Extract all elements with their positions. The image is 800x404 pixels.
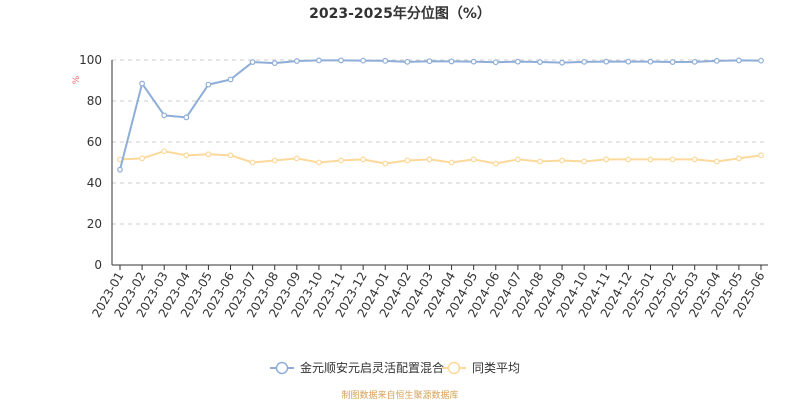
data-point[interactable] [382, 160, 389, 167]
data-point[interactable] [514, 156, 521, 163]
data-point[interactable] [316, 57, 322, 64]
data-point[interactable] [117, 166, 123, 173]
data-point[interactable] [669, 156, 676, 163]
data-point[interactable] [492, 59, 499, 66]
data-point[interactable] [426, 58, 433, 65]
data-point[interactable] [183, 114, 190, 121]
data-point[interactable] [603, 58, 610, 65]
data-point[interactable] [161, 112, 168, 119]
grid-lines [112, 59, 768, 225]
data-point[interactable] [603, 156, 610, 163]
y-tick-label: 0 [94, 258, 102, 272]
data-point[interactable] [691, 156, 698, 163]
data-point[interactable] [249, 59, 256, 65]
data-point[interactable] [537, 59, 543, 65]
axes: 0204060801002023-012023-022023-032023-04… [79, 53, 768, 320]
data-point[interactable] [227, 76, 234, 83]
data-point[interactable] [338, 157, 344, 164]
data-point[interactable] [183, 152, 190, 159]
data-point[interactable] [514, 58, 521, 65]
legend-label: 金元顺安元启灵活配置混合 [300, 360, 444, 375]
legend-label: 同类平均 [472, 361, 520, 375]
data-point[interactable] [271, 60, 278, 66]
data-point[interactable] [735, 155, 742, 162]
data-point[interactable] [161, 148, 168, 155]
data-point[interactable] [205, 151, 212, 158]
legend-circle-icon [447, 361, 461, 375]
data-point[interactable] [647, 156, 654, 163]
data-point[interactable] [338, 57, 344, 64]
data-point[interactable] [448, 159, 455, 166]
data-point[interactable] [758, 57, 764, 64]
data-point[interactable] [537, 158, 543, 165]
data-source-note: 制图数据来自恒生聚源数据库 [341, 389, 458, 400]
y-tick-label: 20 [87, 217, 102, 231]
data-point[interactable] [404, 157, 411, 164]
data-point[interactable] [360, 57, 367, 64]
data-point[interactable] [581, 58, 588, 65]
series-line [119, 59, 762, 170]
legend-item-fund[interactable]: 金元顺安元启灵活配置混合 [270, 360, 444, 375]
y-tick-label: 40 [87, 176, 102, 190]
data-point[interactable] [691, 58, 698, 65]
data-point[interactable] [293, 155, 300, 162]
legend-circle-icon [275, 361, 289, 375]
data-point[interactable] [713, 57, 720, 64]
data-point[interactable] [382, 57, 389, 64]
data-point[interactable] [227, 152, 234, 159]
chart-title: 2023-2025年分位图（%） [309, 5, 491, 22]
y-tick-label: 80 [87, 94, 102, 108]
data-point[interactable] [625, 156, 632, 163]
y-tick-label: 60 [87, 135, 102, 149]
data-point[interactable] [271, 157, 278, 164]
data-point[interactable] [713, 158, 720, 165]
data-point[interactable] [205, 81, 212, 88]
data-point[interactable] [492, 160, 499, 167]
series-line [119, 150, 762, 165]
series-layer [117, 57, 764, 173]
data-point[interactable] [293, 58, 300, 64]
data-point[interactable] [470, 58, 477, 65]
data-point[interactable] [470, 156, 477, 163]
legend[interactable]: 金元顺安元启灵活配置混合 同类平均 [270, 360, 520, 375]
y-axis-unit-label: % [72, 75, 82, 84]
data-point[interactable] [316, 159, 322, 166]
data-point[interactable] [139, 80, 146, 87]
data-point[interactable] [559, 157, 565, 164]
legend-item-peer-average[interactable]: 同类平均 [442, 361, 520, 375]
data-point[interactable] [735, 57, 742, 64]
y-tick-label: 100 [79, 53, 102, 67]
data-point[interactable] [581, 158, 588, 165]
data-point[interactable] [249, 159, 256, 166]
series-fund [117, 57, 764, 173]
data-point[interactable] [647, 58, 654, 65]
series-peer-average [117, 148, 764, 167]
data-point[interactable] [139, 155, 146, 162]
data-point[interactable] [448, 58, 455, 65]
data-point[interactable] [360, 156, 367, 163]
data-point[interactable] [559, 59, 565, 66]
data-point[interactable] [669, 59, 676, 65]
data-point[interactable] [404, 58, 411, 65]
data-point[interactable] [426, 156, 433, 163]
data-point[interactable] [625, 58, 632, 65]
data-point[interactable] [758, 152, 764, 159]
